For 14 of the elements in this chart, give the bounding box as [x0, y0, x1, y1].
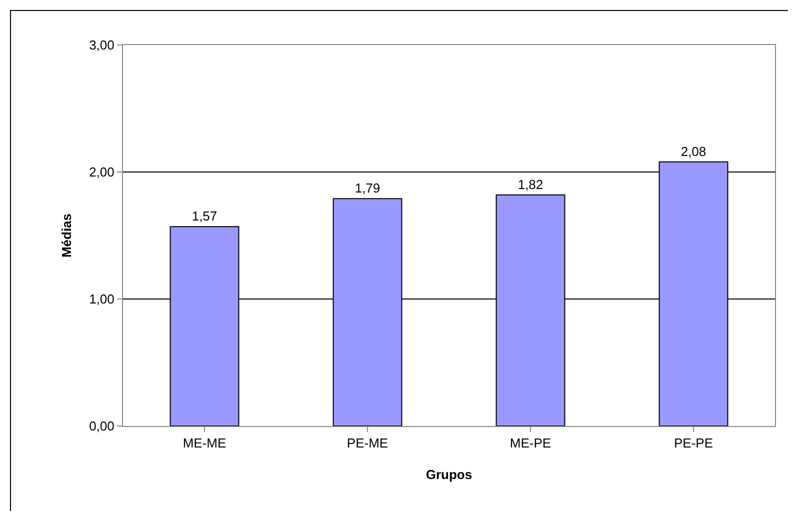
y-tick-label: 0,00	[89, 418, 114, 434]
y-tick-label: 3,00	[89, 38, 114, 53]
y-axis-title: Médias	[59, 213, 74, 258]
y-tick-label: 1,00	[89, 292, 114, 307]
data-label: 1,82	[518, 176, 544, 192]
x-axis-title: Grupos	[426, 467, 472, 482]
data-label: 2,08	[680, 144, 706, 159]
x-tick-label: PE-ME	[346, 436, 388, 451]
x-tick-label: ME-PE	[510, 436, 552, 451]
x-tick-label: ME-ME	[182, 436, 226, 451]
data-label: 1,57	[192, 208, 218, 224]
y-tick-label: 2,00	[89, 164, 114, 180]
x-tick-label: PE-PE	[674, 436, 714, 451]
data-label: 1,79	[354, 180, 380, 196]
